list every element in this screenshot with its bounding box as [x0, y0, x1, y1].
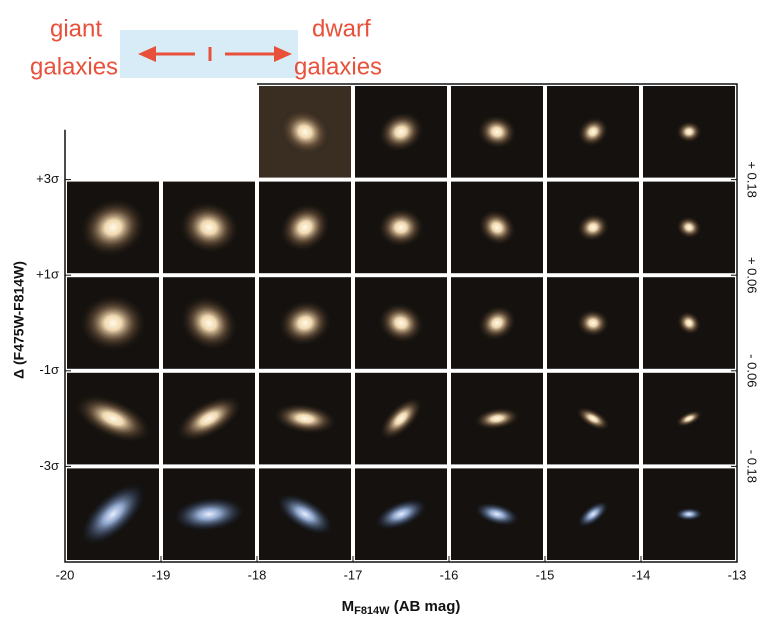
- x-tick-label: -19: [152, 567, 171, 582]
- annotation: galaxies: [30, 53, 118, 80]
- x-tick-label: -18: [248, 567, 267, 582]
- y-tick-label: -1σ: [39, 362, 59, 377]
- annotation: giant: [50, 15, 102, 42]
- x-label-sub: F814W: [354, 605, 390, 617]
- x-tick-label: -17: [344, 567, 363, 582]
- y-axis-label: Δ (F475W-F814W): [11, 261, 27, 379]
- x-label-rest: (AB mag): [390, 598, 461, 615]
- annotation: dwarf: [312, 15, 371, 42]
- y-tick-label: +1σ: [36, 267, 59, 282]
- figure: giant galaxies dwarf galaxies MF814W (AB…: [0, 0, 763, 624]
- x-tick-label: -15: [536, 567, 555, 582]
- y2-tick-label: - 0.06: [745, 354, 760, 387]
- y2-tick-label: + 0.18: [745, 161, 760, 198]
- y-tick-label: +3σ: [36, 171, 59, 186]
- annotation: galaxies: [294, 53, 382, 80]
- x-axis-label: MF814W (AB mag): [342, 598, 461, 617]
- x-label-main: M: [342, 598, 355, 615]
- y2-tick-label: - 0.18: [745, 450, 760, 483]
- y2-tick-label: + 0.06: [745, 257, 760, 294]
- y-tick-label: -3σ: [39, 458, 59, 473]
- x-tick-label: -20: [56, 567, 75, 582]
- x-tick-label: -14: [632, 567, 651, 582]
- x-tick-label: -13: [728, 567, 747, 582]
- x-tick-label: -16: [440, 567, 459, 582]
